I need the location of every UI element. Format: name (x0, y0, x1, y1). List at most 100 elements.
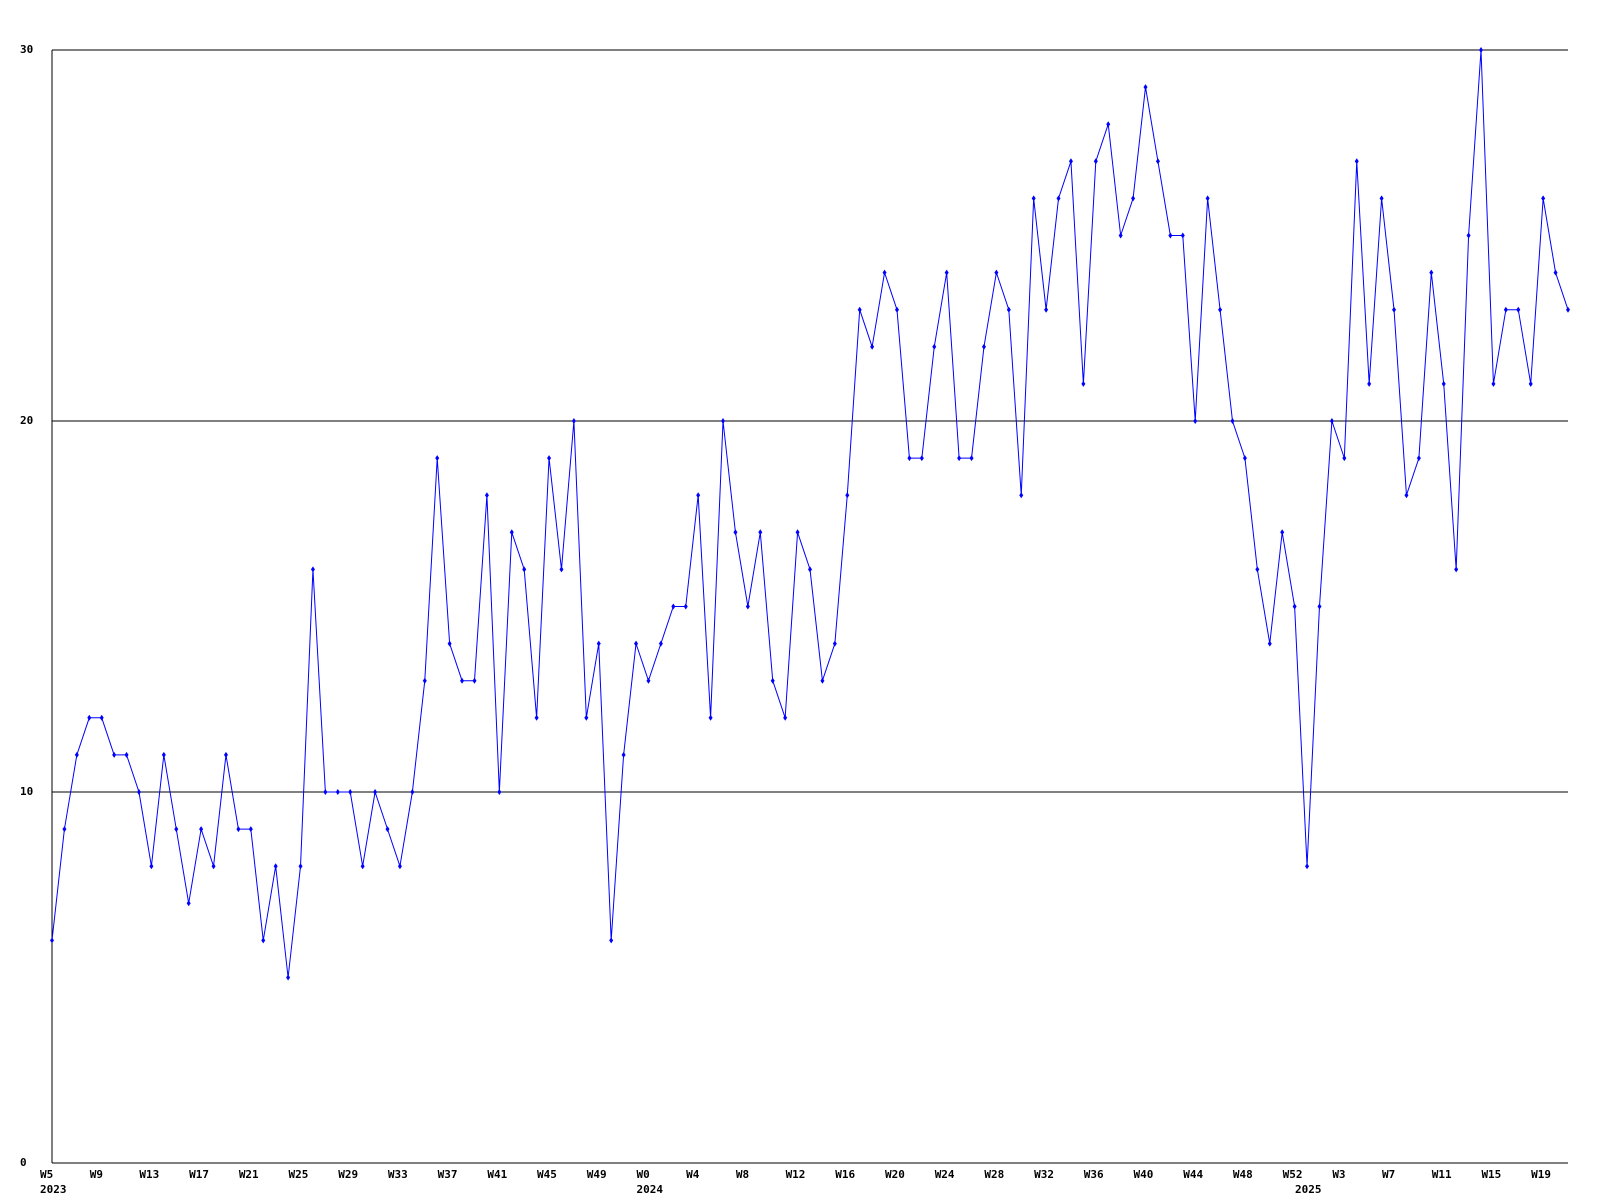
data-point (522, 566, 527, 573)
data-point (1566, 306, 1570, 313)
data-point (211, 863, 216, 870)
data-point (609, 937, 614, 944)
data-point (497, 789, 502, 795)
data-point (186, 900, 191, 907)
data-point (149, 863, 154, 870)
data-line (51, 49, 1569, 978)
x-tick-label: W40 (1134, 1168, 1154, 1181)
data-point (1131, 195, 1136, 202)
data-point (1218, 306, 1223, 313)
x-tick-label: W29 (338, 1168, 358, 1181)
data-point (1267, 640, 1272, 647)
data-point (286, 974, 291, 981)
data-point (1155, 158, 1160, 165)
data-point (373, 789, 378, 795)
data-point (199, 826, 204, 833)
data-point (310, 566, 315, 573)
data-point (1168, 232, 1173, 239)
data-point (136, 789, 141, 795)
data-point (683, 603, 688, 610)
data-point (62, 826, 67, 833)
data-point (944, 269, 949, 276)
x-tick-label: W17 (189, 1168, 209, 1181)
data-point (435, 455, 440, 462)
data-point (894, 306, 899, 313)
data-point (745, 603, 750, 610)
data-point (236, 826, 241, 833)
data-point (472, 677, 477, 684)
x-tick-label: W8 (736, 1168, 749, 1181)
data-point (261, 937, 266, 944)
y-tick-label: 30 (20, 43, 33, 56)
data-point (969, 455, 974, 462)
data-point (174, 826, 179, 833)
y-tick-label: 20 (20, 414, 33, 427)
x-tick-label: W11 (1432, 1168, 1452, 1181)
data-point (808, 566, 812, 573)
data-point (1106, 121, 1111, 128)
data-point (1528, 380, 1533, 387)
x-tick-label: W13 (139, 1168, 159, 1181)
data-point (1068, 158, 1073, 165)
data-point (223, 751, 228, 758)
data-point (360, 863, 365, 870)
x-tick-label: W7 (1382, 1168, 1395, 1181)
data-point (161, 751, 166, 758)
x-tick-label: W41 (487, 1168, 507, 1181)
data-point (1081, 380, 1086, 387)
data-point (1292, 603, 1297, 610)
x-tick-label: W32 (1034, 1168, 1054, 1181)
data-point (1441, 380, 1446, 387)
x-tick-label: W21 (239, 1168, 259, 1181)
data-point (112, 751, 117, 758)
year-label: 2025 (1295, 1183, 1322, 1196)
data-point (919, 455, 924, 462)
x-tick-label: W49 (587, 1168, 607, 1181)
data-point (870, 343, 875, 350)
data-point (571, 418, 576, 424)
data-point (534, 714, 539, 721)
x-tick-label: W20 (885, 1168, 905, 1181)
data-point (1317, 603, 1322, 610)
data-point (1006, 306, 1011, 313)
x-tick-label: W16 (835, 1168, 855, 1181)
data-point (994, 269, 999, 276)
data-point (1454, 566, 1459, 573)
data-point (1553, 269, 1558, 276)
x-tick-label: W37 (438, 1168, 458, 1181)
data-point (1305, 863, 1310, 870)
y-tick-label: 0 (20, 1156, 27, 1169)
x-tick-label: W33 (388, 1168, 408, 1181)
y-tick-label: 10 (20, 785, 33, 798)
data-point (907, 455, 912, 462)
data-point (1503, 306, 1508, 313)
data-point (634, 640, 639, 647)
data-point (770, 677, 775, 684)
data-point (671, 603, 676, 610)
x-tick-label: W45 (537, 1168, 557, 1181)
data-point (422, 677, 427, 684)
x-tick-label: W12 (786, 1168, 806, 1181)
data-point (348, 789, 353, 795)
data-point (50, 937, 54, 944)
data-point (460, 677, 465, 684)
data-point (1429, 269, 1434, 276)
data-point (1479, 47, 1484, 53)
data-point (1354, 158, 1359, 165)
data-point (484, 492, 489, 499)
x-tick-label: W9 (90, 1168, 103, 1181)
data-point (696, 492, 701, 499)
data-point (99, 714, 104, 721)
data-point (397, 863, 402, 870)
data-point (1193, 418, 1198, 424)
data-point (596, 640, 601, 647)
year-label: 2024 (636, 1183, 663, 1196)
data-point (957, 455, 962, 462)
x-tick-label: W19 (1531, 1168, 1551, 1181)
x-tick-label: W5 (40, 1168, 53, 1181)
data-point (509, 529, 514, 536)
x-tick-label: W15 (1481, 1168, 1501, 1181)
x-tick-label: W3 (1332, 1168, 1345, 1181)
